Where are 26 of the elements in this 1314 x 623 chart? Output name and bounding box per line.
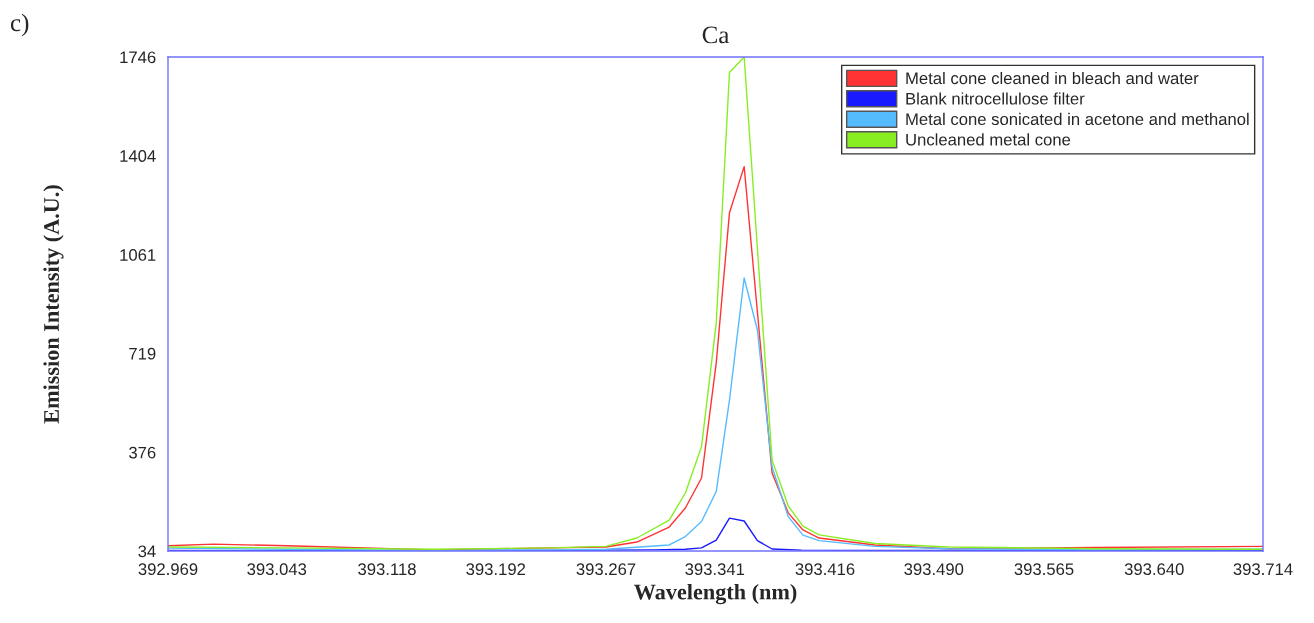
x-tick-label: 393.565 — [1014, 563, 1074, 576]
legend-label: Uncleaned metal cone — [906, 133, 1071, 146]
legend-label: Metal cone sonicated in acetone and methanol — [906, 112, 1249, 126]
text: c) — [10, 13, 29, 37]
x-tick-label: 393.490 — [904, 563, 964, 576]
x-tick-label: 393.267 — [576, 563, 636, 576]
y-tick-label: 376 — [129, 446, 156, 459]
x-axis-title: Wavelength (nm) — [634, 583, 797, 605]
y-tick-label: 1404 — [120, 150, 156, 162]
legend-label: Blank nitrocellulose filter — [906, 92, 1085, 105]
legend-label: Metal cone cleaned in bleach and water — [906, 71, 1199, 85]
y-tick-label: 34 — [138, 545, 156, 558]
x-tick-label: 393.341 — [685, 563, 745, 576]
chart-title: Ca — [702, 26, 730, 44]
x-tick-label: 392.969 — [138, 563, 198, 576]
y-axis-title: Emission Intensity (A.U.) — [43, 185, 64, 424]
x-tick-label: 393.118 — [358, 563, 416, 576]
y-tick-label: 1746 — [120, 51, 156, 64]
x-tick-label: 393.043 — [247, 563, 307, 576]
line-series — [168, 57, 1263, 550]
y-tick-label: 1061 — [120, 249, 156, 261]
y-tick-label: 719 — [129, 347, 156, 360]
x-tick-label: 393.192 — [466, 563, 526, 576]
x-tick-label: 393.416 — [795, 563, 855, 576]
x-tick-label: 393.714 — [1233, 563, 1293, 576]
x-tick-label: 393.640 — [1124, 563, 1184, 576]
